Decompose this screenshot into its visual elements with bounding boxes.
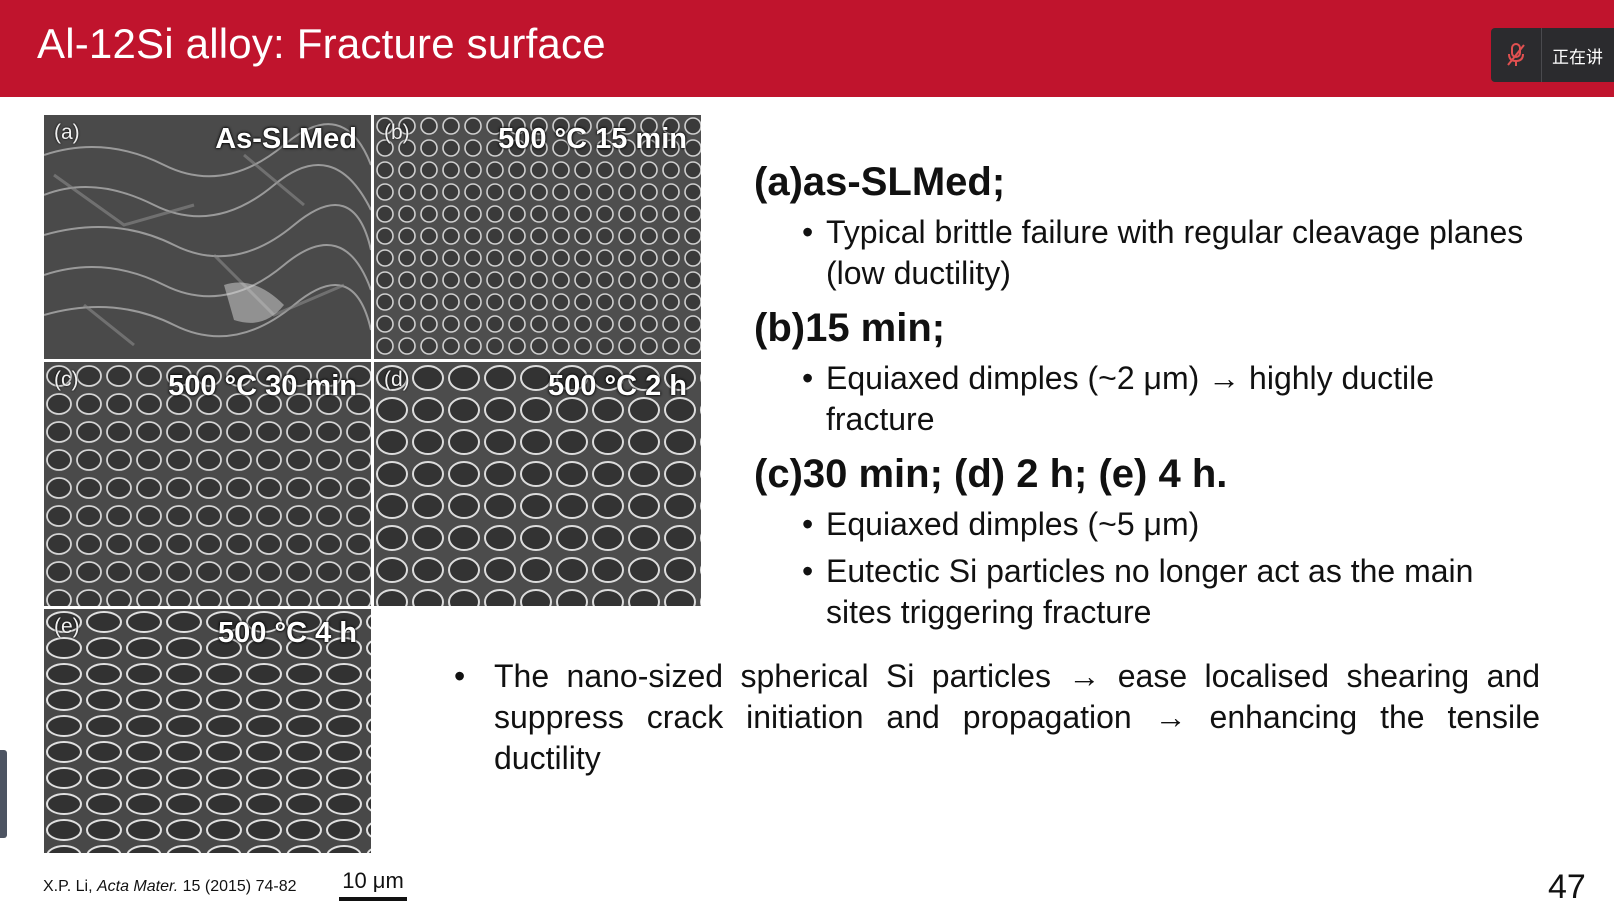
panel-title: 500 °C 15 min (498, 123, 687, 155)
side-panel-handle[interactable] (0, 750, 7, 838)
bullet-text: Typical brittle failure with regular cle… (826, 214, 1524, 291)
cleavage-texture (44, 115, 371, 359)
panel-title: 500 °C 4 h (218, 617, 357, 649)
page-number: 47 (1548, 868, 1586, 906)
meeting-speaking-indicator[interactable]: 正在讲 (1491, 28, 1614, 82)
citation-journal: Acta Mater. (96, 878, 179, 895)
panel-label: (d) (384, 368, 410, 391)
scale-bar-label: 10 μm (342, 868, 404, 893)
panel-label: (a) (54, 121, 80, 144)
sem-panel-a: (a) As-SLMed (44, 115, 371, 359)
title-bar: Al-12Si alloy: Fracture surface 正在讲 (0, 0, 1614, 97)
panel-label: (e) (54, 615, 80, 638)
citation-author: X.P. Li, (43, 878, 97, 895)
panel-label: (b) (384, 121, 410, 144)
sem-panel-d: (d) 500 °C 2 h (374, 362, 701, 606)
findings-list: (a)as-SLMed; • Typical brittle failure w… (754, 158, 1534, 643)
dimple-texture (44, 362, 371, 606)
sem-panel-c: (c) 500 °C 30 min (44, 362, 371, 606)
scale-bar: 10 μm (339, 868, 407, 901)
finding-heading: (b)15 min; (754, 306, 946, 350)
slide-title: Al-12Si alloy: Fracture surface (37, 20, 606, 67)
bullet-dot: • (802, 214, 814, 250)
finding-heading: (c)30 min; (d) 2 h; (e) 4 h. (754, 452, 1228, 496)
speaking-status-text: 正在讲 (1552, 47, 1603, 67)
bullet-dot: • (802, 360, 814, 396)
finding-bullet: • Equiaxed dimples (~2 μm) → highly duct… (754, 358, 1534, 440)
summary-text: The nano-sized spherical Si particles → … (494, 658, 1540, 776)
finding-bullet: • Eutectic Si particles no longer act as… (754, 551, 1534, 633)
bullet-dot: • (802, 553, 814, 589)
bullet-text: Eutectic Si particles no longer act as t… (826, 553, 1474, 630)
finding-bullet: • Typical brittle failure with regular c… (754, 212, 1534, 294)
panel-title: As-SLMed (215, 123, 357, 155)
summary-bullet: • The nano-sized spherical Si particles … (454, 656, 1540, 779)
bullet-dot: • (454, 658, 466, 694)
finding-group: (a)as-SLMed; • Typical brittle failure w… (754, 158, 1534, 294)
finding-bullet: • Equiaxed dimples (~5 μm) (754, 504, 1534, 545)
bullet-text: Equiaxed dimples (~5 μm) (826, 506, 1200, 542)
scale-bar-line (339, 897, 407, 901)
figure-citation: X.P. Li, Acta Mater. 15 (2015) 74-82 (43, 878, 297, 896)
finding-group: (b)15 min; • Equiaxed dimples (~2 μm) → … (754, 304, 1534, 440)
finding-heading: (a)as-SLMed; (754, 160, 1006, 204)
sem-panel-b: (b) 500 °C 15 min (374, 115, 701, 359)
mic-muted-icon[interactable] (1491, 28, 1542, 82)
panel-title: 500 °C 30 min (168, 370, 357, 402)
dimple-texture (374, 362, 701, 606)
panel-title: 500 °C 2 h (548, 370, 687, 402)
sem-panel-e: (e) 500 °C 4 h (44, 609, 371, 853)
panel-label: (c) (54, 368, 79, 391)
bullet-text: Equiaxed dimples (~2 μm) → highly ductil… (826, 360, 1435, 437)
bullet-dot: • (802, 506, 814, 542)
dimple-texture (44, 609, 371, 853)
dimple-texture (374, 115, 701, 359)
citation-ref: 15 (2015) 74-82 (178, 878, 297, 895)
finding-group: (c)30 min; (d) 2 h; (e) 4 h. • Equiaxed … (754, 450, 1534, 633)
